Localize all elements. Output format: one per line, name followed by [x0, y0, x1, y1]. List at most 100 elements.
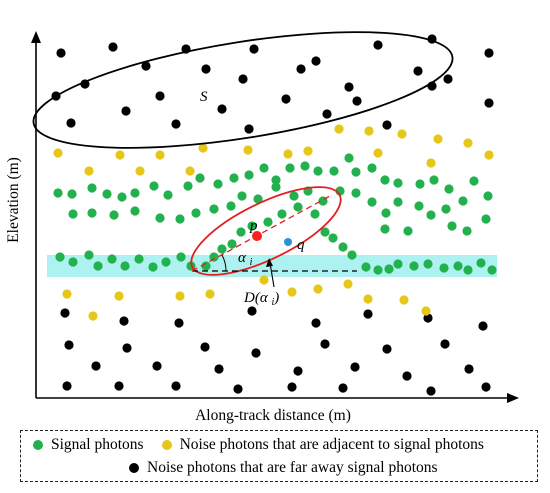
- noise-far-dot: [413, 66, 423, 76]
- noise-far-dot: [238, 74, 248, 84]
- noise-far-dot: [200, 342, 210, 352]
- noise-adjacent-dot: [114, 291, 124, 301]
- noise-far-dot: [91, 361, 101, 371]
- noise-far-dot: [119, 316, 129, 326]
- noise-adjacent-dot: [62, 289, 72, 299]
- noise-far-dot: [251, 348, 261, 358]
- signal-dot: [380, 224, 390, 234]
- signal-dot: [329, 166, 339, 176]
- signal-dot: [439, 263, 449, 273]
- signal-dot: [107, 254, 117, 264]
- pointer-arrowhead: [266, 258, 273, 267]
- noise-adjacent-dot: [185, 166, 195, 176]
- signal-dot: [441, 204, 451, 214]
- signal-dot: [191, 208, 201, 218]
- signal-dot: [53, 188, 63, 198]
- signal-dot: [453, 261, 463, 271]
- signal-dot: [347, 250, 357, 260]
- signal-dot: [328, 233, 338, 243]
- pointer-arrow: [269, 262, 275, 288]
- signal-dot: [344, 153, 354, 163]
- noise-far-dots: [51, 34, 494, 396]
- signal-dot: [117, 192, 127, 202]
- signal-dot: [367, 197, 377, 207]
- signal-dot: [277, 209, 287, 219]
- direction-dashed: [191, 195, 331, 272]
- signal-dot: [229, 173, 239, 183]
- noise-far-dot: [108, 42, 118, 52]
- signal-dot: [148, 262, 158, 272]
- region-s-label: S: [200, 89, 208, 105]
- noise-adjacent-dot: [421, 306, 431, 316]
- noise-adjacent-dot: [484, 150, 494, 160]
- signal-dot: [409, 261, 419, 271]
- signal-dot: [209, 204, 219, 214]
- signal-dot: [195, 173, 205, 183]
- signal-dot: [155, 213, 165, 223]
- noise-adjacent-dot: [198, 143, 208, 153]
- noise-far-dot: [464, 364, 474, 374]
- signal-dot: [426, 210, 436, 220]
- angle-arc: [221, 254, 227, 272]
- signal-dot: [476, 258, 486, 268]
- signal-dot: [175, 214, 185, 224]
- noise-far-dot: [249, 44, 259, 54]
- noise-far-dot: [293, 366, 303, 376]
- noise-adjacent-dot: [363, 294, 373, 304]
- noise-far-dot: [402, 371, 412, 381]
- signal-dot: [384, 264, 394, 274]
- noise-far-dot: [62, 381, 72, 391]
- signal-dot: [393, 259, 403, 269]
- noise-far-dot: [201, 64, 211, 74]
- signal-dot: [300, 161, 310, 171]
- noise-adjacent-dot: [84, 166, 94, 176]
- signal-dot: [367, 163, 377, 173]
- noise-adjacent-dot: [115, 150, 125, 160]
- noise-adjacent-dot: [243, 145, 253, 155]
- noise-far-dot: [287, 382, 297, 392]
- signal-dot: [483, 191, 493, 201]
- signal-dot: [213, 179, 223, 189]
- signal-dot: [237, 191, 247, 201]
- noise-far-dot: [440, 339, 450, 349]
- signal-dot: [380, 175, 390, 185]
- signal-dot: [415, 179, 425, 189]
- signal-dot: [68, 257, 78, 267]
- legend-row-2: Noise photons that are far away signal p…: [129, 459, 438, 477]
- signal-dot: [55, 252, 65, 262]
- signal-dot: [149, 181, 159, 191]
- signal-dot: [217, 244, 227, 254]
- noise-far-dot: [152, 361, 162, 371]
- signal-dot: [481, 214, 491, 224]
- signal-dot: [120, 261, 130, 271]
- signal-dot: [351, 167, 361, 177]
- signal-dot: [201, 261, 211, 271]
- noise-adjacent-dot: [135, 166, 145, 176]
- legend-noise-far-dot: [129, 463, 139, 473]
- signal-dot: [263, 217, 273, 227]
- y-axis-label: Elevation (m): [5, 157, 22, 243]
- noise-far-dot: [338, 383, 348, 393]
- noise-adjacent-dot: [364, 126, 374, 136]
- signal-dot: [226, 201, 236, 211]
- signal-dot: [320, 227, 330, 237]
- noise-far-dot: [382, 120, 392, 130]
- ellipse-d-label: D(α i): [243, 290, 279, 308]
- noise-adjacent-dot: [463, 138, 473, 148]
- signal-dot: [67, 189, 77, 199]
- noise-far-dot: [214, 364, 224, 374]
- legend-signal-label: Signal photons: [51, 436, 144, 453]
- signal-dot: [161, 257, 171, 267]
- signal-dot: [176, 252, 186, 262]
- signal-dot: [423, 259, 433, 269]
- signal-dot: [361, 262, 371, 272]
- x-axis-label: Along-track distance (m): [195, 407, 351, 424]
- signal-dot: [271, 182, 281, 192]
- legend-noise-adjacent-dot: [161, 440, 172, 450]
- noise-far-dot: [352, 96, 362, 106]
- signal-dot: [259, 163, 269, 173]
- signal-dot: [244, 170, 254, 180]
- noise-far-dot: [171, 381, 181, 391]
- noise-far-dot: [60, 308, 70, 318]
- signal-dot: [109, 210, 119, 220]
